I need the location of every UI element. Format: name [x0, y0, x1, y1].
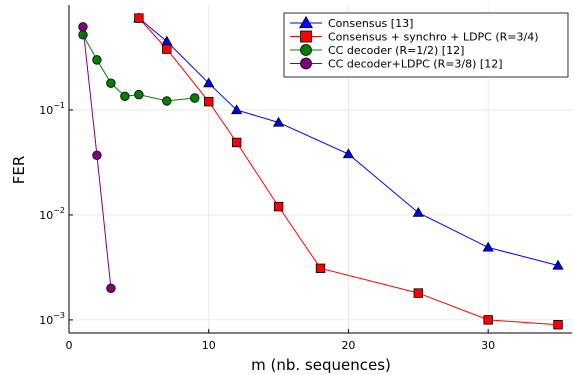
- data-point: [272, 116, 285, 127]
- axes: [68, 5, 572, 334]
- y-tick-label: 10−3: [39, 311, 65, 327]
- data-point: [553, 319, 563, 330]
- data-point: [161, 35, 173, 46]
- data-point: [120, 91, 130, 101]
- data-point: [92, 55, 102, 65]
- data-point: [106, 78, 116, 88]
- x-tick-label: 30: [481, 339, 495, 352]
- legend-label: CC decoder+LDPC (R=3/8) [12]: [328, 58, 503, 71]
- data-point: [106, 283, 116, 293]
- legend-label: CC decoder (R=1/2) [12]: [328, 44, 464, 57]
- x-tick-label: 20: [341, 339, 355, 352]
- x-tick-label: 0: [66, 339, 73, 352]
- x-axis-label: m (nb. sequences): [251, 356, 391, 374]
- data-point: [482, 241, 494, 252]
- x-tick-labels: 0 10 20 30: [66, 339, 496, 352]
- data-point: [134, 13, 144, 23]
- data-point: [342, 148, 355, 159]
- legend-entry: Consensus + synchro + LDPC (R=3/4): [290, 31, 539, 44]
- legend: Consensus [13]Consensus + synchro + LDPC…: [283, 12, 569, 78]
- data-point: [552, 259, 564, 270]
- y-tick-label: 10−1: [39, 101, 65, 117]
- legend-label: Consensus + synchro + LDPC (R=3/4): [328, 31, 539, 44]
- data-point: [203, 77, 215, 88]
- y-tick-labels: 10−3 10−2 10−1: [39, 101, 65, 327]
- legend-entry: CC decoder+LDPC (R=3/8) [12]: [290, 58, 503, 71]
- data-point: [231, 137, 242, 148]
- series-layer: [78, 12, 564, 330]
- data-point: [162, 44, 172, 54]
- data-point: [231, 104, 243, 115]
- data-point: [190, 93, 200, 103]
- data-point: [273, 201, 284, 212]
- data-point: [315, 263, 326, 274]
- legend-entry: CC decoder (R=1/2) [12]: [290, 44, 464, 57]
- data-point: [204, 96, 214, 107]
- legend-label: Consensus [13]: [328, 17, 413, 30]
- legend-marker: [300, 30, 312, 43]
- data-point: [412, 206, 424, 217]
- y-axis-label: FER: [10, 156, 28, 185]
- data-point: [162, 96, 172, 106]
- series-3: [78, 30, 200, 106]
- legend-box: [283, 12, 569, 78]
- legend-marker: [298, 15, 314, 29]
- data-point: [413, 288, 424, 298]
- data-point: [134, 89, 144, 100]
- data-point: [78, 22, 88, 32]
- data-point: [92, 150, 102, 160]
- data-point: [78, 30, 88, 40]
- series-4: [78, 22, 116, 293]
- data-point: [483, 315, 493, 325]
- series-2: [134, 13, 563, 330]
- legend-entry: Consensus [13]: [290, 15, 413, 30]
- y-tick-label: 10−2: [39, 206, 65, 222]
- legend-marker: [300, 57, 312, 70]
- x-tick-label: 10: [202, 339, 216, 352]
- legend-marker: [300, 44, 312, 56]
